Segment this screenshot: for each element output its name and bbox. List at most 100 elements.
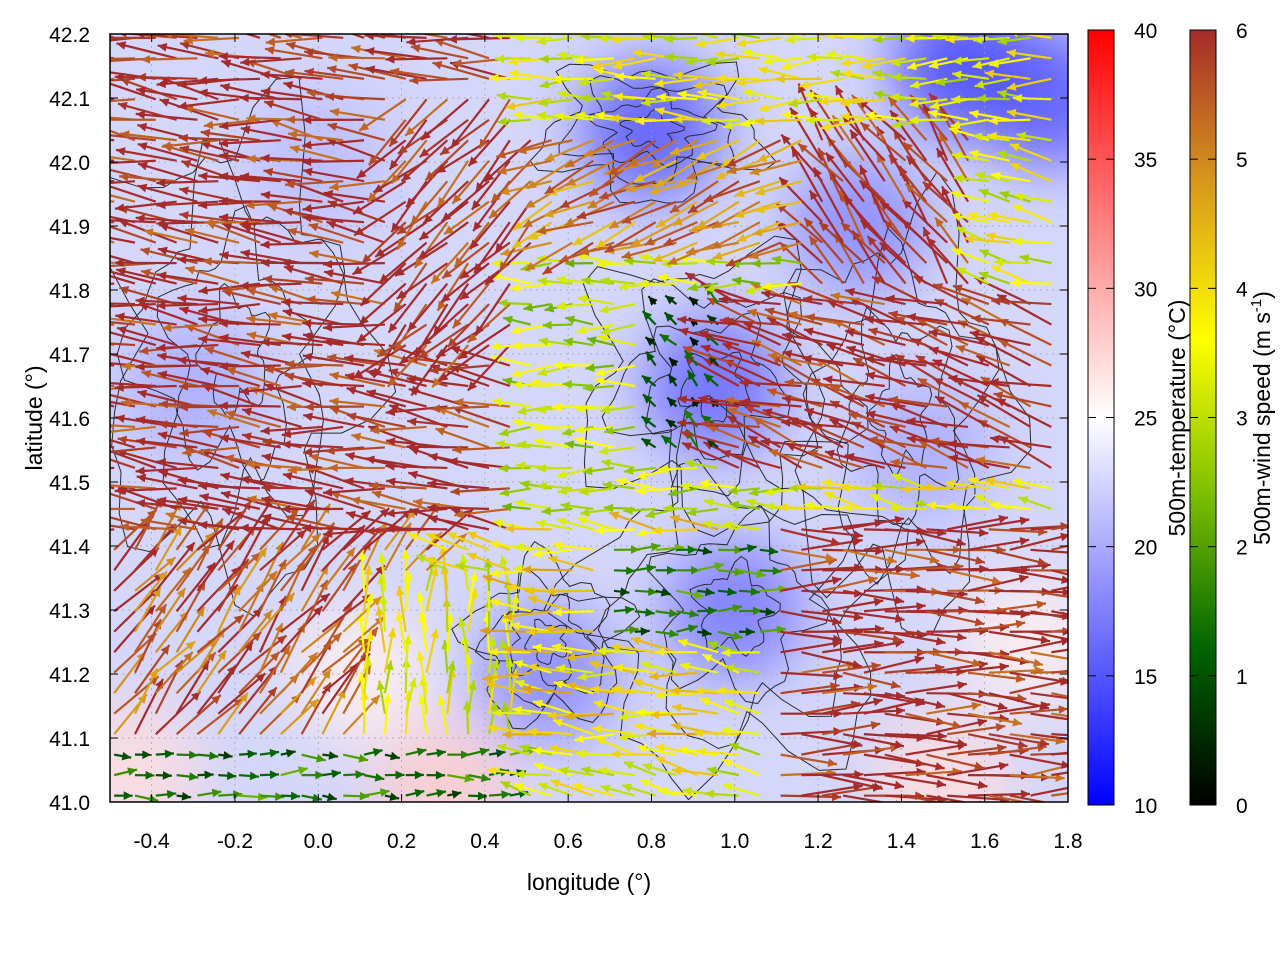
wind-arrow <box>660 434 678 449</box>
wind-arrow-head <box>1055 773 1065 783</box>
wind-arrow-head <box>52 132 61 141</box>
wind-arrow-head <box>552 402 562 412</box>
wind-arrow <box>301 770 325 780</box>
wind-arrow-head <box>98 512 108 520</box>
wind-arrow-head <box>55 508 64 517</box>
wind-arrow <box>560 501 594 511</box>
wind-arrow-head <box>998 761 1009 771</box>
wind-arrow-head <box>915 355 926 364</box>
wind-arrow-head <box>680 430 691 439</box>
wind-arrow <box>575 749 615 759</box>
wind-arrow <box>527 663 573 674</box>
wind-arrow <box>345 510 407 531</box>
wind-arrow-shaft <box>706 424 761 449</box>
wind-arrow-head <box>431 404 441 413</box>
wind-arrow-shaft <box>281 442 344 449</box>
wind-arrow <box>1009 532 1068 551</box>
wind-arrow <box>496 743 531 756</box>
wind-arrow-shaft <box>801 610 864 619</box>
wind-arrow <box>204 346 261 367</box>
wind-arrow-head <box>267 571 278 581</box>
wind-arrow <box>513 782 552 797</box>
wind-arrow-head <box>386 477 396 487</box>
wind-arrow <box>1051 648 1068 654</box>
wind-arrow-shaft <box>110 438 136 449</box>
wind-arrow-shaft <box>351 433 406 449</box>
wind-arrow <box>110 445 115 449</box>
wind-arrow <box>556 517 594 531</box>
wind-arrow-head <box>202 429 213 439</box>
wind-arrow-head <box>454 509 464 519</box>
wind-arrow <box>610 643 656 654</box>
wind-arrow-head <box>395 770 405 780</box>
wind-arrow-head <box>536 405 547 414</box>
wind-arrow-head <box>894 595 905 605</box>
wind-arrow <box>634 722 677 736</box>
wind-arrow-shaft <box>110 484 156 490</box>
wind-arrow-head <box>915 538 926 547</box>
wind-arrow-shaft <box>888 397 948 408</box>
wind-arrow-head <box>832 634 843 644</box>
wind-arrow-head <box>574 425 585 435</box>
wind-arrow-head <box>716 686 726 696</box>
wind-arrow-head <box>874 624 885 634</box>
wind-arrow <box>703 372 719 387</box>
wind-arrow-head <box>406 442 416 452</box>
wind-arrow <box>140 516 198 531</box>
wind-arrow-head <box>427 479 437 489</box>
wind-arrow-shaft <box>175 580 207 633</box>
wind-arrow <box>598 446 635 456</box>
wind-arrow-head <box>246 460 256 470</box>
wind-arrow-head <box>914 499 924 509</box>
wind-arrow-head <box>285 749 296 758</box>
wind-arrow-shaft <box>261 454 323 469</box>
wind-arrow-head <box>671 722 681 731</box>
wind-arrow-head <box>285 593 295 603</box>
wind-arrow <box>917 377 969 408</box>
wind-arrow-head <box>328 463 338 473</box>
wind-arrow-head <box>668 608 679 618</box>
wind-arrow-shaft <box>681 441 740 469</box>
wind-arrow-head <box>437 695 447 706</box>
wind-arrow <box>780 528 841 546</box>
wind-arrow-head <box>135 362 145 372</box>
wind-arrow-head <box>668 488 679 497</box>
wind-arrow <box>176 750 199 760</box>
wind-arrow <box>926 548 986 565</box>
wind-arrow-head <box>557 486 568 496</box>
wind-arrow <box>822 721 881 736</box>
wind-arrow <box>481 671 531 683</box>
wind-arrow <box>179 425 240 438</box>
wind-arrow-head <box>707 424 718 433</box>
wind-arrow-shaft <box>926 548 986 564</box>
wind-arrow-shaft <box>1030 786 1068 797</box>
contour-line <box>156 205 314 484</box>
temperature-patch <box>956 572 1068 712</box>
wind-arrow-head <box>302 523 312 533</box>
wind-arrow-shaft <box>452 446 510 452</box>
wind-arrow-head <box>157 604 167 615</box>
wind-arrow-head <box>368 481 379 491</box>
wind-arrow <box>780 671 843 681</box>
wind-arrow <box>1030 712 1068 721</box>
wind-arrow <box>531 746 573 756</box>
wind-arrow-head <box>926 501 936 510</box>
wind-arrow-head <box>76 518 86 527</box>
wind-arrow-head <box>532 643 542 653</box>
wind-arrow-head <box>732 631 743 640</box>
wind-arrow-shaft <box>801 528 864 538</box>
wind-arrow <box>238 686 278 735</box>
contour-line <box>451 541 641 730</box>
wind-arrow-shaft <box>157 371 219 388</box>
wind-arrow-head <box>830 537 841 546</box>
wind-arrow-head <box>389 792 400 801</box>
wind-arrow <box>668 487 698 497</box>
wind-arrow-shaft <box>801 651 863 668</box>
wind-arrow-shaft <box>905 630 967 640</box>
wind-arrow-head <box>114 383 124 392</box>
wind-arrow <box>642 762 677 777</box>
wind-arrow <box>385 524 448 534</box>
wind-arrow <box>533 437 573 449</box>
wind-arrow-head <box>854 770 864 779</box>
wind-arrow <box>926 610 985 627</box>
